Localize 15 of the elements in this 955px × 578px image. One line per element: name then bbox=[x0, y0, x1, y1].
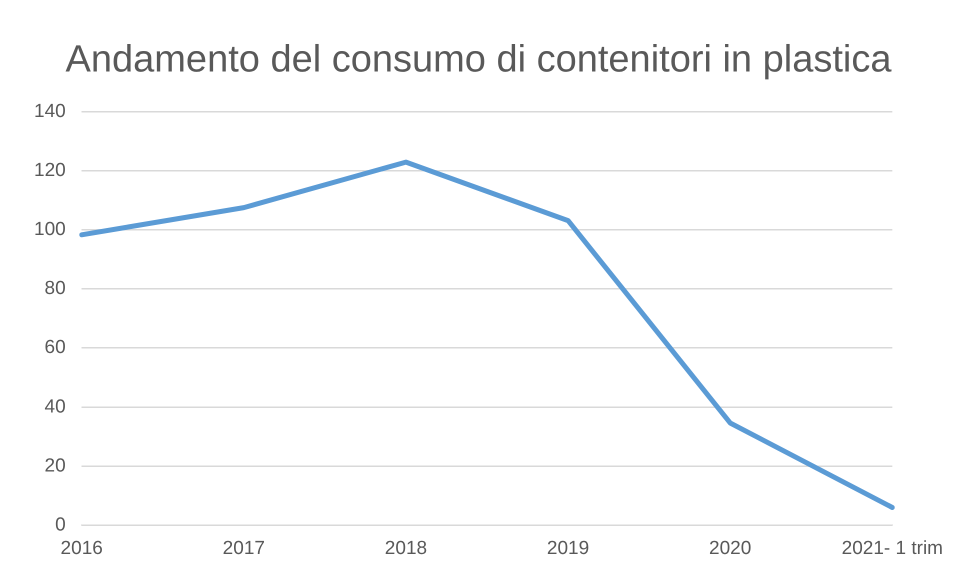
x-tick-label: 2016 bbox=[60, 538, 103, 559]
x-tick-label: 2020 bbox=[709, 538, 752, 559]
chart-title: Andamento del consumo di contenitori in plastica bbox=[66, 38, 892, 80]
x-tick-label: 2017 bbox=[222, 538, 265, 559]
x-tick-label: 2021- 1 trim bbox=[842, 538, 943, 559]
y-tick-label: 140 bbox=[34, 100, 66, 122]
y-tick-label: 40 bbox=[44, 396, 66, 418]
x-tick-label: 2019 bbox=[546, 538, 590, 559]
y-tick-label: 100 bbox=[34, 219, 66, 240]
y-tick-label: 0 bbox=[55, 514, 66, 536]
x-tick-label: 2018 bbox=[384, 538, 428, 559]
y-tick-label: 20 bbox=[44, 455, 66, 476]
y-tick-label: 60 bbox=[44, 337, 66, 358]
y-tick-label: 80 bbox=[44, 278, 66, 300]
y-tick-label: 120 bbox=[34, 160, 66, 181]
